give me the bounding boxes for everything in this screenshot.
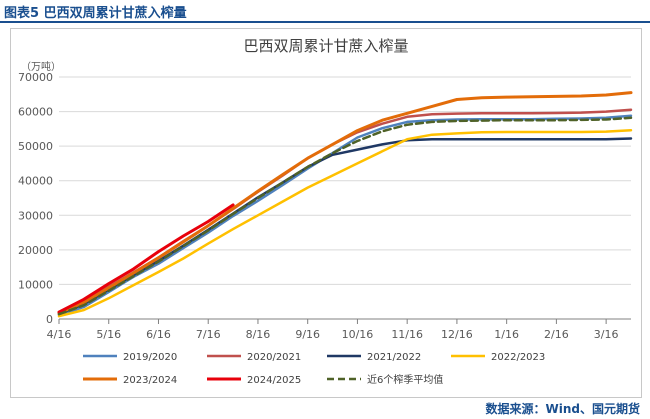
y-tick-label: 0 [46,313,53,326]
y-tick-label: 20000 [18,244,53,257]
x-tick-label: 9/16 [295,328,320,341]
x-tick-label: 6/16 [146,328,171,341]
x-tick-label: 3/16 [594,328,619,341]
y-tick-label: 10000 [18,278,53,291]
legend-label: 近6个榨季平均值 [367,373,443,386]
x-tick-label: 12/16 [441,328,473,341]
x-tick-label: 7/16 [196,328,221,341]
figure-header: 图表5 巴西双周累计甘蔗入榨量 [0,0,650,23]
data-source: 数据来源：Wind、国元期货 [485,402,640,416]
chart-title: 巴西双周累计甘蔗入榨量 [243,37,408,55]
y-tick-label: 70000 [18,71,53,84]
series-line-4 [57,91,633,315]
x-tick-label: 2/16 [544,328,569,341]
series-lines [57,91,633,318]
chart-panel: 巴西双周累计甘蔗入榨量 （万吨） 0 10000 20000 30000 40000 50… [10,28,642,398]
y-axis-ticks: 0 10000 20000 30000 40000 50000 60000 70000 [18,71,53,326]
legend-label: 2023/2024 [123,375,177,386]
x-tick-label: 5/16 [96,328,121,341]
gridlines [59,76,631,320]
y-tick-label: 40000 [18,175,53,188]
x-axis-ticks: 4/16 5/16 6/16 7/16 8/16 9/16 10/16 11/16 12/16 1… [47,319,619,341]
legend-label: 2019/2020 [123,352,177,363]
header-rule [0,21,650,23]
legend-label: 2022/2023 [491,352,545,363]
series-line-5 [57,203,235,314]
x-tick-label: 1/16 [494,328,519,341]
x-tick-label: 11/16 [391,328,423,341]
legend-label: 2021/2022 [367,352,421,363]
series-line-3 [57,128,633,318]
x-tick-label: 10/16 [342,328,374,341]
legend-label: 2024/2025 [247,375,301,386]
y-tick-label: 50000 [18,140,53,153]
y-tick-label: 30000 [18,209,53,222]
y-axis-unit: （万吨） [21,60,61,73]
series-line-2 [57,137,633,316]
series-line-6 [57,116,633,316]
line-chart: 巴西双周累计甘蔗入榨量 （万吨） 0 10000 20000 30000 40000 50… [18,37,633,386]
legend: 2019/2020 2020/2021 2021/2022 2022/2023 2023… [83,352,545,386]
x-tick-label: 8/16 [246,328,271,341]
x-tick-label: 4/16 [47,328,72,341]
figure-label: 图表5 巴西双周累计甘蔗入榨量 [4,6,187,21]
y-tick-label: 60000 [18,106,53,119]
series-line-0 [57,114,633,317]
legend-label: 2020/2021 [247,352,301,363]
